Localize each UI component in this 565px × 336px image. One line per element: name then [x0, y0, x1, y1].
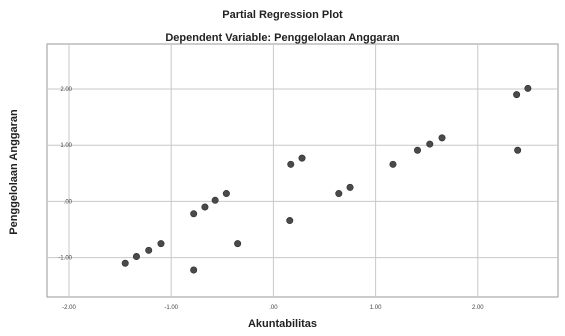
y-axis-label: Penggelolaan Anggaran	[8, 109, 20, 235]
data-point	[132, 253, 140, 261]
chart-subtitle: Dependent Variable: Penggelolaan Anggara…	[165, 32, 400, 44]
x-tick-label: -1.00	[164, 305, 178, 311]
y-tick-label: .00	[64, 199, 73, 205]
chart-title: Partial Regression Plot	[222, 9, 343, 21]
data-point	[389, 160, 397, 168]
data-point	[524, 84, 532, 92]
y-tick-label: 2.00	[60, 87, 72, 93]
data-point	[514, 146, 522, 154]
data-point	[426, 140, 434, 148]
data-point	[335, 190, 343, 198]
data-point	[438, 134, 446, 142]
x-tick-label: .00	[269, 305, 278, 311]
y-tick-labels: -1.00 .00 1.00 2.00	[58, 87, 72, 262]
x-tick-labels: -2.00-1.00.001.002.003.00	[62, 305, 484, 311]
data-point	[190, 266, 198, 274]
data-point	[211, 196, 219, 204]
data-point	[513, 91, 521, 99]
data-point	[234, 240, 242, 248]
x-tick-label: -2.00	[62, 305, 76, 311]
data-point	[286, 217, 294, 225]
x-axis-label: Akuntabilitas	[247, 318, 318, 330]
x-tick-label: 2.00	[472, 305, 484, 311]
data-point	[201, 203, 209, 211]
data-point	[346, 183, 354, 191]
data-points	[121, 84, 532, 274]
data-point	[414, 146, 422, 154]
data-point	[157, 240, 165, 248]
gridlines	[47, 44, 558, 297]
data-point	[145, 246, 153, 254]
y-tick-label: -1.00	[58, 256, 72, 262]
data-point	[121, 259, 129, 267]
x-tick-label: 1.00	[370, 305, 382, 311]
data-point	[222, 190, 230, 198]
data-point	[298, 154, 306, 162]
data-point	[287, 160, 295, 168]
data-point	[190, 210, 198, 218]
y-tick-label: 1.00	[60, 143, 72, 149]
plot-area	[46, 43, 559, 298]
